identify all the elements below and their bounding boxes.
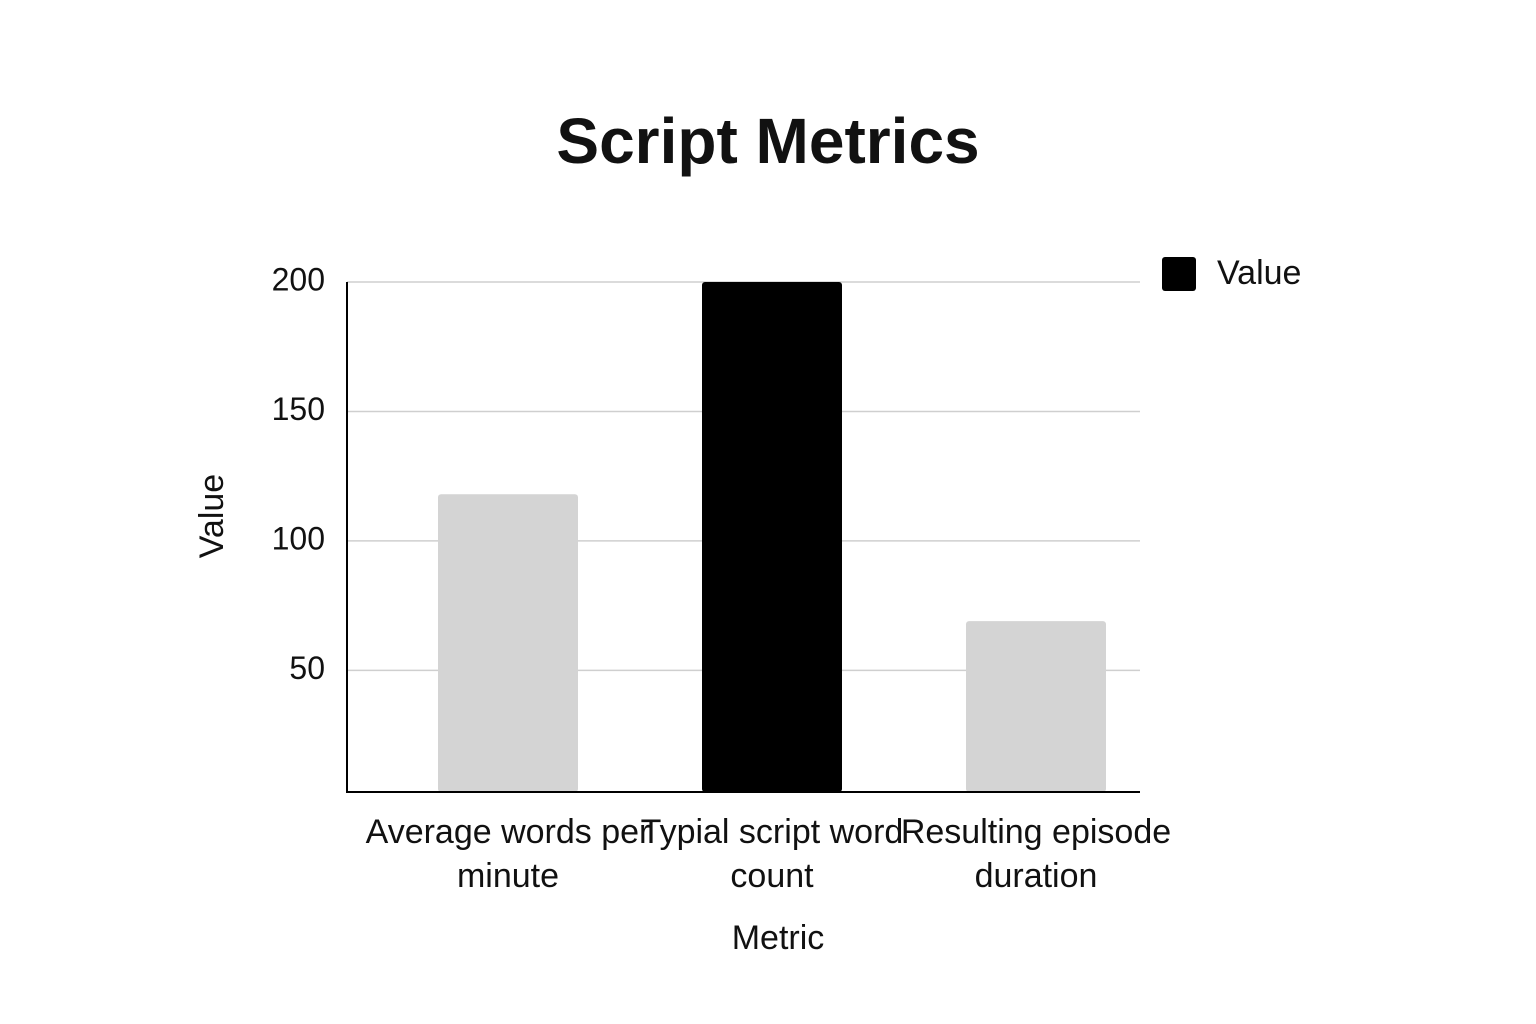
legend-label: Value	[1217, 254, 1301, 292]
x-tick-label: Resulting episode duration	[900, 813, 1172, 895]
y-tick-label: 200	[272, 261, 325, 297]
y-tick-label: 150	[272, 391, 325, 427]
y-tick-label: 100	[272, 520, 325, 556]
x-tick-label: Typial script word count	[640, 813, 904, 895]
chart-title: Script Metrics	[556, 105, 979, 177]
legend-swatch	[1162, 257, 1196, 291]
x-axis-label: Metric	[732, 919, 825, 957]
bar	[438, 494, 578, 792]
y-axis-label: Value	[193, 474, 231, 558]
bar	[702, 282, 842, 792]
bar	[966, 621, 1106, 792]
y-tick-label: 50	[289, 650, 325, 686]
x-tick-label: Average words per minute	[365, 813, 651, 895]
